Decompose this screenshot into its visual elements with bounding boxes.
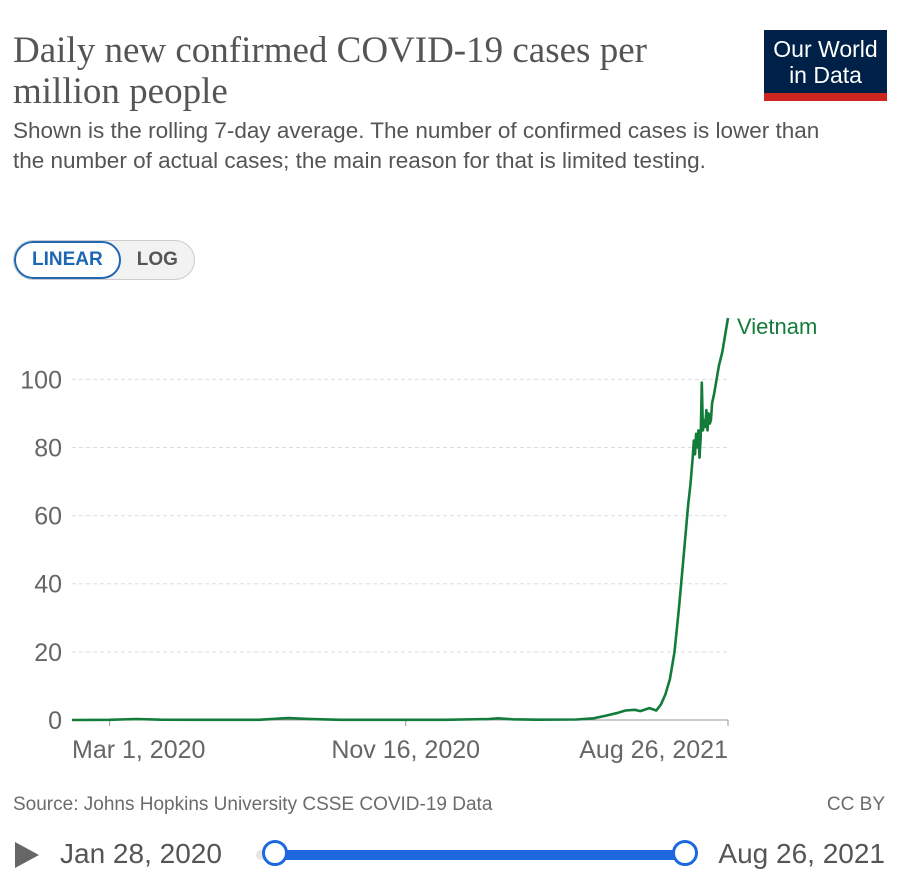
- owid-logo[interactable]: Our World in Data: [764, 30, 887, 101]
- timeline-end-date: Aug 26, 2021: [718, 838, 885, 869]
- timeline-selected-range: [275, 850, 685, 860]
- source-note[interactable]: Source: Johns Hopkins University CSSE CO…: [13, 794, 493, 815]
- chart-subtitle: Shown is the rolling 7-day average. The …: [13, 118, 820, 173]
- series-label-vietnam: Vietnam: [737, 314, 817, 339]
- timeline-end-handle[interactable]: [672, 840, 698, 866]
- timeline-start-handle[interactable]: [262, 840, 288, 866]
- series-line-vietnam: [71, 317, 730, 722]
- play-icon[interactable]: [15, 842, 39, 868]
- log-scale-button[interactable]: LOG: [136, 249, 178, 270]
- x-tick-label: Aug 26, 2021: [579, 736, 728, 764]
- x-tick-label: Nov 16, 2020: [331, 736, 480, 764]
- logo-line-1: Our World: [773, 36, 878, 62]
- y-tick-label: 40: [34, 571, 62, 599]
- timeline-start-date: Jan 28, 2020: [60, 838, 222, 869]
- logo-line-2: in Data: [789, 62, 862, 88]
- chart-title: Daily new confirmed COVID-19 cases per m…: [13, 30, 647, 112]
- x-tick-label: Mar 1, 2020: [72, 736, 205, 764]
- y-tick-label: 100: [20, 366, 62, 394]
- linear-scale-button[interactable]: LINEAR: [14, 241, 121, 279]
- y-tick-label: 0: [48, 707, 62, 735]
- line-chart: 0 20 40 60 80 100 Mar 1, 2020 Nov 16, 2020 Aug 2…: [20, 314, 817, 764]
- y-tick-label: 20: [34, 639, 62, 667]
- scale-toggle: LINEAR LOG: [13, 240, 195, 280]
- y-tick-label: 60: [34, 503, 62, 531]
- y-tick-label: 80: [34, 434, 62, 462]
- license-link[interactable]: CC BY: [826, 794, 885, 815]
